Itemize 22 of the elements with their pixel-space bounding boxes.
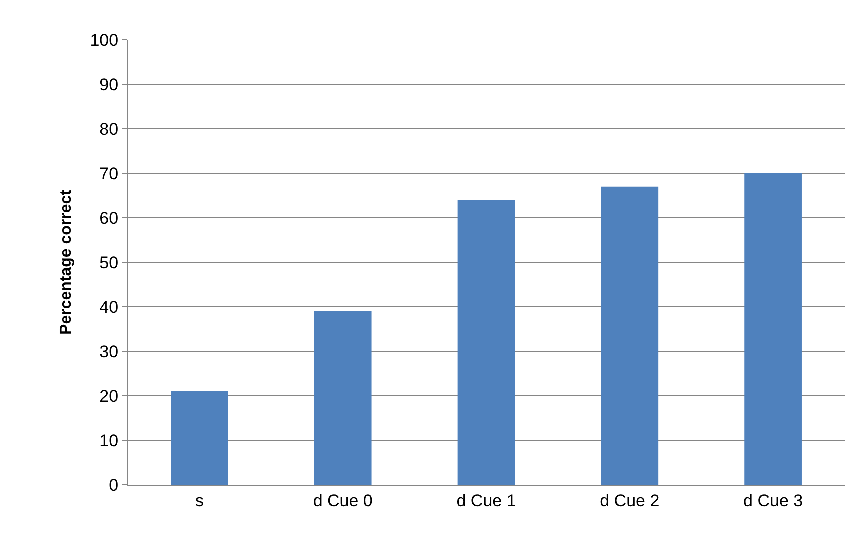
y-tick-label: 20	[100, 386, 119, 406]
y-tick-label: 40	[100, 298, 119, 317]
x-tick-label: d Cue 3	[744, 491, 804, 510]
y-axis-title: Percentage correct	[58, 189, 76, 335]
bar	[601, 186, 659, 485]
y-tick-label: 30	[100, 342, 119, 362]
x-tick-label: d Cue 1	[456, 491, 516, 510]
x-tick-label: d Cue 2	[600, 491, 660, 510]
y-tick-label: 80	[100, 120, 119, 139]
y-tick-label: 10	[100, 431, 119, 450]
bar	[744, 174, 802, 485]
y-tick-label: 70	[100, 164, 119, 184]
y-tick-label: 90	[100, 75, 119, 94]
y-tick-label: 50	[100, 253, 119, 272]
y-tick-label: 0	[109, 476, 119, 495]
y-tick-label: 100	[90, 30, 119, 50]
bar	[314, 311, 372, 485]
x-tick-label: d Cue 0	[313, 491, 373, 510]
bar	[171, 392, 228, 485]
y-tick-label: 60	[100, 208, 119, 228]
x-tick-label: s	[195, 491, 204, 510]
bar	[458, 200, 516, 485]
